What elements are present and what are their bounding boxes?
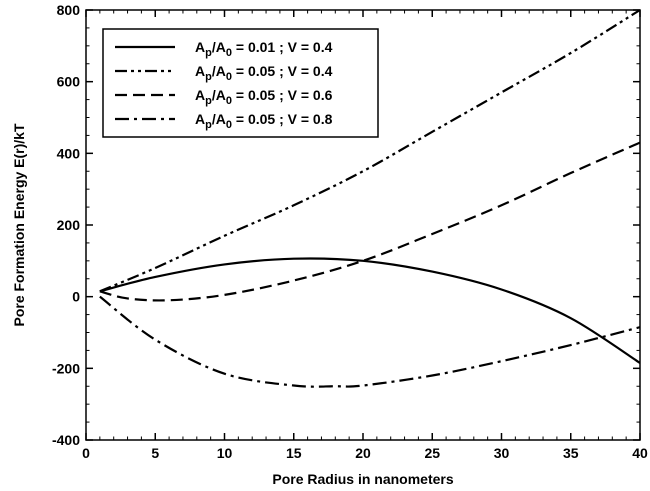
y-tick-label: 200 bbox=[57, 217, 81, 233]
series-line-3 bbox=[99, 141, 640, 302]
series-line-2 bbox=[99, 10, 640, 293]
legend: Ap/A0 = 0.01 ; V = 0.4 Ap/A0 = 0.05 ; V =… bbox=[102, 28, 379, 138]
x-tick-label: 15 bbox=[286, 445, 302, 461]
series-line-1 bbox=[99, 257, 640, 364]
y-axis-label: Pore Formation Energy E(r)/kT bbox=[11, 123, 27, 326]
y-tick-label: 0 bbox=[72, 289, 80, 305]
y-tick-label: 800 bbox=[57, 2, 81, 18]
x-tick-label: 30 bbox=[494, 445, 510, 461]
x-axis-label: Pore Radius in nanometers bbox=[272, 471, 453, 487]
y-tick-label: -200 bbox=[52, 360, 80, 376]
series-line-4 bbox=[99, 295, 640, 388]
legend-label-2: Ap/A0 = 0.05 ; V = 0.4 bbox=[195, 63, 333, 83]
x-tick-label: 25 bbox=[424, 445, 440, 461]
x-tick-label: 5 bbox=[151, 445, 159, 461]
legend-label-1: Ap/A0 = 0.01 ; V = 0.4 bbox=[195, 39, 333, 59]
y-tick-label: -400 bbox=[52, 432, 80, 448]
x-tick-label: 10 bbox=[217, 445, 233, 461]
x-tick-label: 20 bbox=[355, 445, 371, 461]
plot-area bbox=[99, 10, 640, 388]
axes: 0 5 10 15 20 25 30 35 40 -400 -200 0 200 400 600 800 bbox=[52, 2, 648, 461]
y-tick-label: 600 bbox=[57, 74, 81, 90]
y-tick-label: 400 bbox=[57, 145, 81, 161]
x-tick-label: 0 bbox=[82, 445, 90, 461]
x-tick-label: 40 bbox=[632, 445, 648, 461]
x-tick-label: 35 bbox=[563, 445, 579, 461]
legend-label-3: Ap/A0 = 0.05 ; V = 0.6 bbox=[195, 87, 333, 107]
legend-label-4: Ap/A0 = 0.05 ; V = 0.8 bbox=[195, 111, 333, 131]
